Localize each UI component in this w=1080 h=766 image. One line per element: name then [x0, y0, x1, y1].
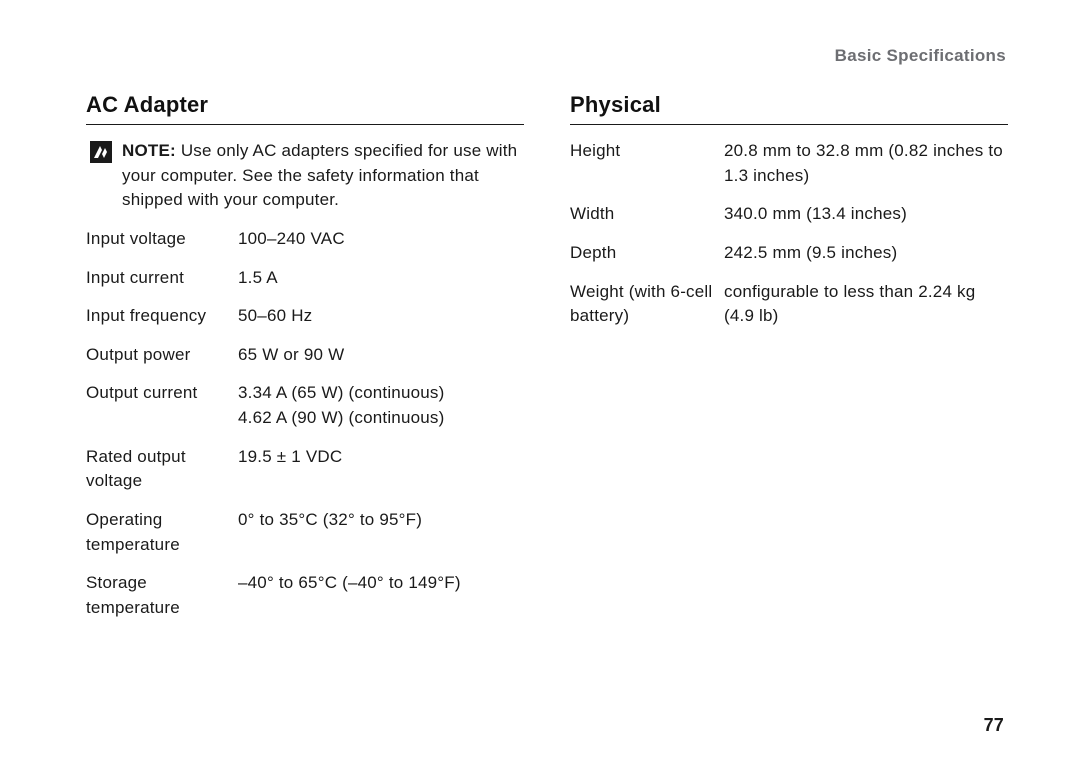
spec-value-line: 100–240 VAC [238, 227, 524, 252]
spec-label: Input current [86, 266, 238, 291]
ac-adapter-specs: Input voltage100–240 VACInput current1.5… [86, 227, 524, 621]
spec-row: Storage temperature–40° to 65°C (–40° to… [86, 571, 524, 620]
ac-adapter-section: AC Adapter NOTE: Use only AC adapters sp… [86, 92, 524, 635]
spec-value: 1.5 A [238, 266, 524, 291]
spec-value: configurable to less than 2.24 kg (4.9 l… [724, 280, 1008, 329]
spec-label: Height [570, 139, 724, 188]
physical-section: Physical Height20.8 mm to 32.8 mm (0.82 … [570, 92, 1008, 635]
section-title-ac-adapter: AC Adapter [86, 92, 524, 125]
spec-value-line: configurable to less than 2.24 kg (4.9 l… [724, 280, 1008, 329]
spec-row: Weight (with 6-cell battery)configurable… [570, 280, 1008, 329]
spec-value-line: 4.62 A (90 W) (continuous) [238, 406, 524, 431]
spec-row: Input current1.5 A [86, 266, 524, 291]
spec-value: 340.0 mm (13.4 inches) [724, 202, 1008, 227]
spec-value-line: –40° to 65°C (–40° to 149°F) [238, 571, 524, 596]
spec-label: Storage temperature [86, 571, 238, 620]
spec-value-line: 3.34 A (65 W) (continuous) [238, 381, 524, 406]
spec-value: 0° to 35°C (32° to 95°F) [238, 508, 524, 557]
spec-value: –40° to 65°C (–40° to 149°F) [238, 571, 524, 620]
spec-label: Weight (with 6-cell battery) [570, 280, 724, 329]
spec-label: Output power [86, 343, 238, 368]
spec-row: Rated output voltage19.5 ± 1 VDC [86, 445, 524, 494]
spec-row: Operating temperature0° to 35°C (32° to … [86, 508, 524, 557]
page-number: 77 [984, 715, 1004, 736]
spec-row: Input voltage100–240 VAC [86, 227, 524, 252]
two-column-layout: AC Adapter NOTE: Use only AC adapters sp… [86, 92, 1008, 635]
spec-label: Rated output voltage [86, 445, 238, 494]
spec-value: 100–240 VAC [238, 227, 524, 252]
physical-specs: Height20.8 mm to 32.8 mm (0.82 inches to… [570, 139, 1008, 329]
section-title-physical: Physical [570, 92, 1008, 125]
note-block: NOTE: Use only AC adapters specified for… [86, 139, 524, 213]
spec-value: 242.5 mm (9.5 inches) [724, 241, 1008, 266]
spec-value-line: 1.5 A [238, 266, 524, 291]
spec-value-line: 20.8 mm to 32.8 mm (0.82 inches to 1.3 i… [724, 139, 1008, 188]
breadcrumb: Basic Specifications [86, 46, 1008, 66]
note-text: NOTE: Use only AC adapters specified for… [122, 139, 524, 213]
spec-label: Input voltage [86, 227, 238, 252]
spec-value: 50–60 Hz [238, 304, 524, 329]
manual-page: Basic Specifications AC Adapter NOTE: Us… [0, 0, 1080, 766]
spec-value-line: 19.5 ± 1 VDC [238, 445, 524, 470]
note-label: NOTE: [122, 141, 176, 160]
spec-value-line: 242.5 mm (9.5 inches) [724, 241, 1008, 266]
spec-row: Depth242.5 mm (9.5 inches) [570, 241, 1008, 266]
spec-label: Depth [570, 241, 724, 266]
spec-value: 20.8 mm to 32.8 mm (0.82 inches to 1.3 i… [724, 139, 1008, 188]
spec-value-line: 50–60 Hz [238, 304, 524, 329]
spec-row: Output current3.34 A (65 W) (continuous)… [86, 381, 524, 430]
spec-label: Input frequency [86, 304, 238, 329]
spec-label: Width [570, 202, 724, 227]
spec-row: Height20.8 mm to 32.8 mm (0.82 inches to… [570, 139, 1008, 188]
spec-value: 65 W or 90 W [238, 343, 524, 368]
spec-value: 19.5 ± 1 VDC [238, 445, 524, 494]
spec-row: Width340.0 mm (13.4 inches) [570, 202, 1008, 227]
spec-row: Output power65 W or 90 W [86, 343, 524, 368]
spec-value-line: 340.0 mm (13.4 inches) [724, 202, 1008, 227]
note-icon [90, 141, 112, 163]
spec-value-line: 0° to 35°C (32° to 95°F) [238, 508, 524, 533]
spec-label: Output current [86, 381, 238, 430]
spec-value: 3.34 A (65 W) (continuous)4.62 A (90 W) … [238, 381, 524, 430]
spec-label: Operating temperature [86, 508, 238, 557]
spec-value-line: 65 W or 90 W [238, 343, 524, 368]
spec-row: Input frequency50–60 Hz [86, 304, 524, 329]
note-body: Use only AC adapters specified for use w… [122, 141, 517, 209]
